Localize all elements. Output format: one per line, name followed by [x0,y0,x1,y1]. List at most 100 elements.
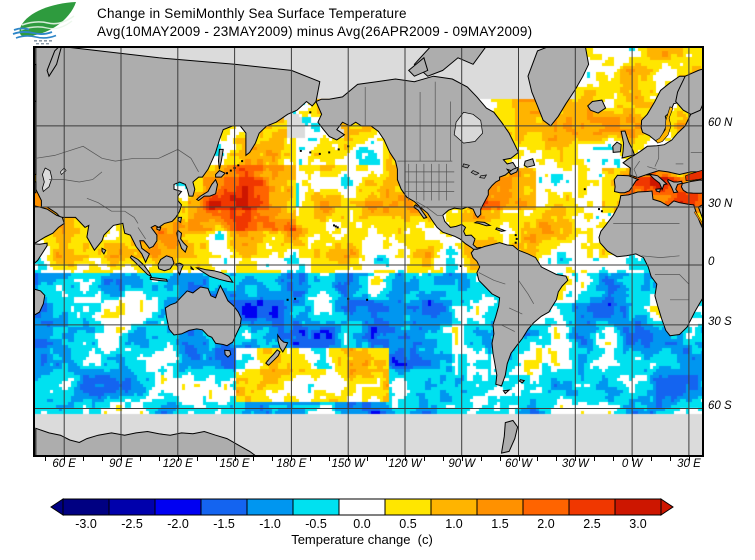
landmass [613,174,640,194]
lat-label: 30 S [708,315,732,328]
colorbar-segment [292,498,340,516]
lon-label: 150 E [219,458,250,470]
country-border [478,272,506,285]
island-speck [237,164,240,167]
longitude-tick [386,456,388,461]
colorbar-tick-label: 0.0 [353,517,371,531]
longitude-tick [613,456,615,461]
island-speck [309,111,312,114]
longitude-tick [83,456,85,461]
colorbar-segment [522,498,570,516]
landmass [598,190,702,337]
longitude-tick [480,456,482,461]
landmass [518,379,526,384]
lon-label: 120 E [162,458,193,470]
water-body [479,174,488,179]
island-speck [318,152,321,155]
map-layers [35,48,702,455]
colorbar-segment [108,498,156,516]
country-border [518,280,535,304]
longitude-tick [423,456,425,461]
colorbar-tick-label: -1.0 [259,517,281,531]
colorbar-tick-label: -2.5 [121,517,143,531]
island-speck [299,149,302,152]
leaf-wave-highlight-2 [20,20,73,31]
landmass [215,169,226,178]
longitude-tick [442,456,444,461]
colorbar-tick-label: 1.5 [491,517,509,531]
island-speck [333,224,335,227]
landmass [101,247,107,255]
landmass [502,389,511,395]
colorbar-arrow-left [50,498,64,516]
island-speck [226,172,228,175]
landmass [495,227,507,232]
landmass [523,158,536,168]
water-wave-3 [15,34,57,39]
island-speck [600,210,603,213]
page-subtitle: Avg(10MAY2009 - 23MAY2009) minus Avg(26A… [97,24,533,39]
colorbar-tick-label: 2.5 [583,517,601,531]
colorbar-segment [568,498,616,516]
lon-label: 120 W [388,458,422,470]
landmass [680,179,702,194]
colorbar-segment [614,498,662,516]
longitude-tick [158,456,160,461]
island-speck [328,151,331,154]
landmass [697,204,702,219]
country-border [501,324,515,332]
country-border [35,145,199,173]
longitude-tick [253,456,255,461]
landmass [407,56,429,77]
colorbar-segment [384,498,432,516]
landmass [164,284,242,347]
longitude-tick [670,456,671,461]
island-speck [514,241,517,244]
island-speck [309,151,312,154]
island-speck [294,297,297,300]
longitude-tick [291,456,293,461]
lon-label: 30 E [677,458,701,470]
landmass [176,229,188,254]
island-speck [336,226,339,229]
landmass [195,178,219,202]
longitude-tick [215,456,217,461]
colorbar-caption: Temperature change (c) [291,532,433,547]
landmass [35,80,37,176]
colorbar-segment [246,498,294,516]
landmass [149,276,169,282]
lat-label: 60 N [708,116,733,129]
land-and-grid-overlay [35,48,702,455]
landmass [527,48,590,127]
colorbar-tick-label: 3.0 [629,517,647,531]
lon-label: 0 W [621,458,643,470]
longitude-tick [177,456,179,461]
landmass [620,130,636,159]
island-speck [334,225,337,228]
landmass [177,216,183,224]
country-border [416,201,443,216]
landmass [129,255,153,278]
island-speck [514,234,517,237]
lat-label: 0 [708,256,715,268]
landmass [667,178,684,194]
lon-label: 180 E [276,458,307,470]
landmass [646,173,668,192]
landmass [195,267,234,283]
landmass [217,148,224,170]
island-speck [337,148,340,151]
landmass [35,205,65,244]
country-border [654,146,660,167]
longitude-tick [594,456,596,461]
landmass [46,48,62,78]
country-border [137,227,146,240]
island-speck [366,298,369,301]
longitude-tick [310,456,312,461]
island-speck [583,188,586,191]
landmass [35,63,37,103]
longitude-tick [651,456,653,461]
water-body [693,210,702,226]
lon-label: 60 W [505,458,532,470]
water-body [41,167,53,193]
colorbar-tick-label: 0.5 [399,517,417,531]
